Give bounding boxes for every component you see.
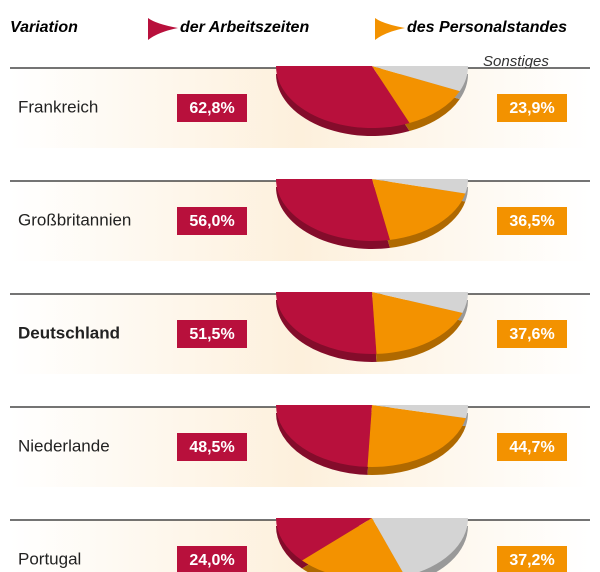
pie-slice [302, 518, 403, 572]
pie-slice [276, 292, 377, 354]
legend-swatch [148, 18, 178, 40]
value-box [177, 546, 247, 572]
pie-slice [372, 405, 468, 419]
pie-slice [372, 179, 468, 194]
pie-slice [372, 292, 468, 313]
pie-slice [372, 66, 468, 92]
pie-slice [276, 179, 390, 241]
value-label: 62,8% [189, 100, 234, 117]
pie [276, 292, 468, 363]
legend-label: Sonstiges [483, 53, 549, 70]
pie-slice [276, 405, 372, 467]
pie-slice [276, 518, 372, 561]
country-label: Deutschland [18, 323, 120, 342]
pie-slice [372, 66, 460, 124]
value-label: 48,5% [189, 439, 234, 456]
pie-slice [372, 179, 466, 240]
value-box [497, 94, 567, 122]
value-box [497, 320, 567, 348]
value-box [177, 320, 247, 348]
value-label: 56,0% [189, 213, 234, 230]
value-box [497, 207, 567, 235]
value-label: 44,7% [509, 439, 554, 456]
pie [276, 179, 468, 250]
country-label: Großbritannien [18, 210, 131, 229]
value-box [177, 94, 247, 122]
pie-slice [367, 405, 466, 467]
pie-slice [372, 518, 468, 572]
value-box [177, 207, 247, 235]
value-label: 23,9% [509, 100, 554, 117]
pie [276, 66, 468, 136]
value-label: 37,2% [509, 552, 554, 569]
legend-label: der Arbeitszeiten [180, 19, 309, 36]
value-label: 24,0% [189, 552, 234, 569]
pie [276, 405, 468, 476]
legend-title: Variation [10, 19, 78, 36]
country-label: Niederlande [18, 436, 110, 455]
legend-label: des Personalstandes [407, 19, 567, 36]
pie-slice [372, 292, 463, 354]
value-box [177, 433, 247, 461]
country-label: Frankreich [18, 97, 98, 116]
pie [276, 518, 468, 572]
value-box [497, 433, 567, 461]
value-label: 36,5% [509, 213, 554, 230]
value-label: 51,5% [189, 326, 234, 343]
country-label: Portugal [18, 549, 81, 568]
value-label: 37,6% [509, 326, 554, 343]
value-box [497, 546, 567, 572]
pie-slice [276, 66, 410, 128]
legend-swatch [375, 18, 405, 40]
